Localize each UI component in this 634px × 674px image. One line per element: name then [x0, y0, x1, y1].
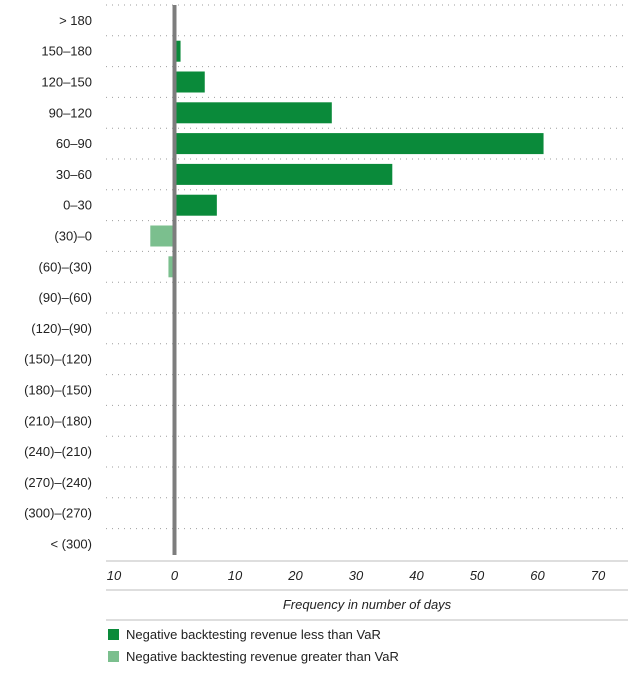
legend-swatch-greater-than-var — [108, 651, 119, 662]
legend: Negative backtesting revenue less than V… — [108, 627, 399, 664]
x-tick-label: 10 — [228, 568, 243, 583]
category-label: (90)–(60) — [39, 290, 92, 305]
category-label: 60–90 — [56, 136, 92, 151]
category-labels: > 180 150–180 120–150 90–120 60–90 30–60 0–30 (… — [24, 13, 92, 552]
category-label: > 180 — [59, 13, 92, 28]
category-label: (240)–(210) — [24, 444, 92, 459]
category-label: (180)–(150) — [24, 383, 92, 398]
x-tick-label: 10 — [107, 568, 122, 583]
category-label: 30–60 — [56, 167, 92, 182]
x-tick-label: 70 — [591, 568, 606, 583]
bar — [150, 225, 175, 247]
x-tick-label: 50 — [470, 568, 485, 583]
category-label: (30)–0 — [54, 229, 92, 244]
category-label: 90–120 — [49, 105, 92, 120]
x-tick-label: 40 — [409, 568, 424, 583]
category-label: 120–150 — [41, 75, 92, 90]
legend-swatch-less-than-var — [108, 629, 119, 640]
category-label: (300)–(270) — [24, 506, 92, 521]
x-tick-label: 0 — [171, 568, 179, 583]
x-tick-labels: 10 0 10 20 30 40 50 60 70 — [107, 568, 606, 583]
legend-label-less-than-var: Negative backtesting revenue less than V… — [126, 627, 381, 642]
bar — [174, 133, 544, 155]
category-label: (270)–(240) — [24, 475, 92, 490]
category-label: (210)–(180) — [24, 413, 92, 428]
category-label: 150–180 — [41, 44, 92, 59]
category-label: (60)–(30) — [39, 259, 92, 274]
category-label: < (300) — [50, 537, 92, 552]
x-tick-label: 20 — [287, 568, 303, 583]
x-axis-title: Frequency in number of days — [283, 597, 452, 612]
bars — [150, 40, 544, 278]
bar — [174, 194, 217, 216]
category-label: (120)–(90) — [31, 321, 92, 336]
x-tick-label: 60 — [530, 568, 545, 583]
bar — [174, 71, 205, 93]
bar — [174, 163, 393, 185]
bar — [174, 40, 181, 62]
legend-label-greater-than-var: Negative backtesting revenue greater tha… — [126, 649, 399, 664]
bar — [168, 256, 175, 278]
x-tick-label: 30 — [349, 568, 364, 583]
category-label: (150)–(120) — [24, 352, 92, 367]
bar — [174, 102, 332, 124]
category-label: 0–30 — [63, 198, 92, 213]
